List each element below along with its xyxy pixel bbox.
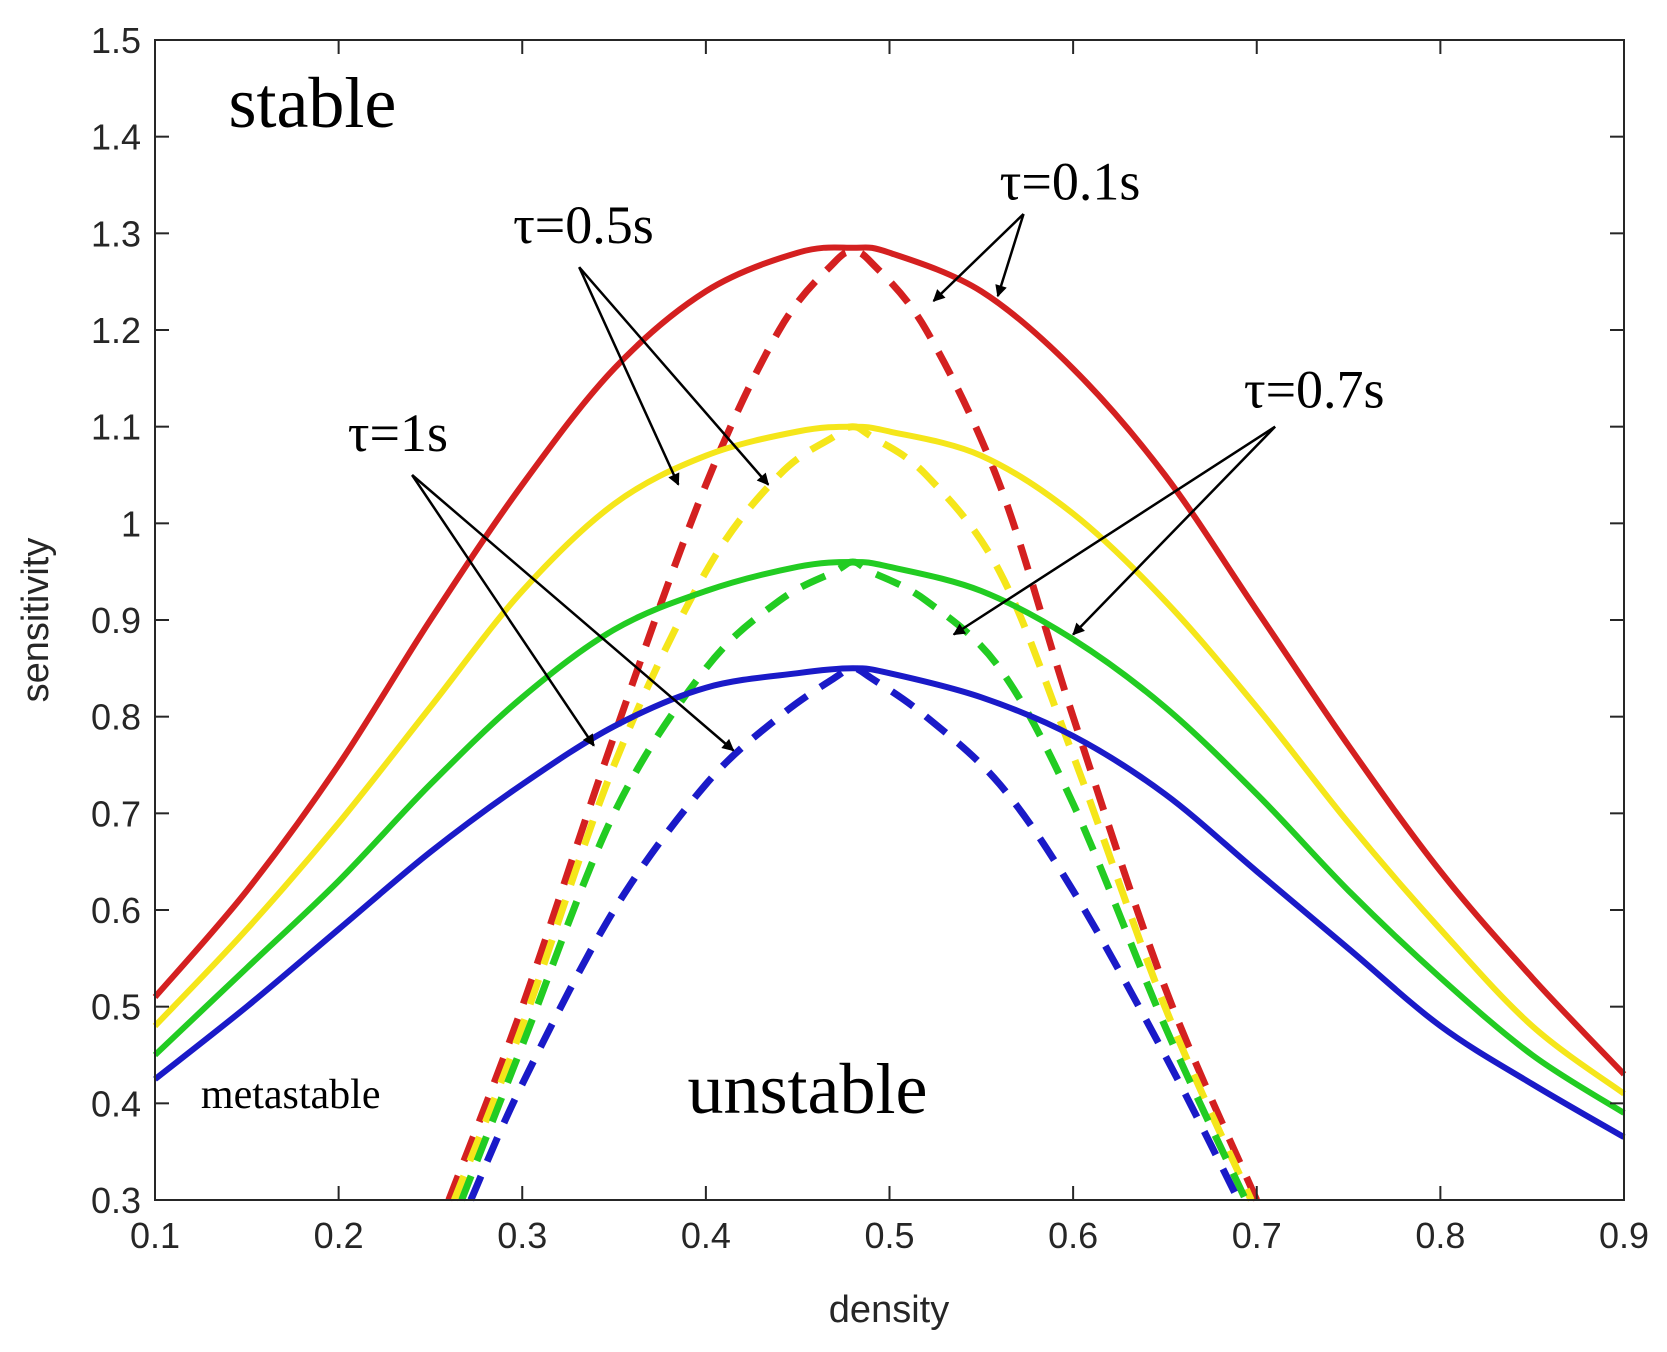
y-tick-label: 0.4 [91,1083,141,1124]
annotation-arrow-2 [995,213,1025,298]
dashed-line-series-1 [445,248,1260,1202]
x-axis-title: density [829,1289,949,1331]
y-tick-label: 0.9 [91,600,141,641]
annotation-label: τ=0.1s [1000,152,1141,212]
y-tick-label: 1.2 [91,310,141,351]
annotation-label: unstable [688,1049,928,1129]
y-tick-label: 1.3 [91,213,141,254]
x-tick-label: 0.2 [314,1215,364,1256]
annotation-arrow-3 [578,266,680,486]
annotation-label: τ=1s [348,403,448,463]
y-tick-label: 0.3 [91,1180,141,1221]
annotation-label: τ=0.5s [513,195,654,255]
x-tick-label: 0.9 [1599,1215,1649,1256]
solid-line-series-2 [152,423,1626,1097]
y-tick-label: 0.6 [91,890,141,931]
y-tick-label: 0.7 [91,793,141,834]
y-tick-label: 1.4 [91,117,141,158]
x-tick-label: 0.3 [497,1215,547,1256]
axes-layer: 0.1 0.2 0.3 0.4 0.5 0.6 0.7 0.8 0.9 0.3 0.4 0.5 0.6 0… [91,20,1649,1256]
dashed-line-series-4 [467,664,1242,1202]
annotation-arrow-4 [578,266,770,486]
annotation-arrow-5 [952,425,1276,636]
annotation-label: τ=0.7s [1244,359,1385,419]
x-tick-label: 0.4 [681,1215,731,1256]
solid-line-series-1 [152,244,1627,1077]
annotation-layer: stable unstable metastable τ=0.1s τ=0.5s τ=0.… [201,63,1385,1129]
series-layer [152,244,1627,1202]
x-tick-label: 0.7 [1232,1215,1282,1256]
x-tick-label: 0.5 [864,1215,914,1256]
y-tick-label: 1.1 [91,407,141,448]
x-tick-label: 0.1 [130,1215,180,1256]
plot-area [155,40,1624,1200]
y-tick-label: 0.8 [91,697,141,738]
solid-line-series-3 [152,559,1626,1116]
annotation-arrow-6 [1072,425,1277,636]
x-tick-label: 0.8 [1415,1215,1465,1256]
annotation-label: metastable [201,1072,381,1118]
annotation-arrow-7 [411,474,595,747]
annotation-label: stable [228,63,396,143]
y-axis-title: sensitivity [15,538,57,703]
solid-line-series-4 [153,665,1626,1140]
y-tick-label: 1.5 [91,20,141,61]
arrow-layer [411,213,1277,752]
annotation-arrow-1 [932,213,1025,302]
y-tick-label: 0.5 [91,987,141,1028]
x-tick-label: 0.6 [1048,1215,1098,1256]
annotation-arrow-8 [411,474,735,752]
y-tick-label: 1 [121,503,141,544]
